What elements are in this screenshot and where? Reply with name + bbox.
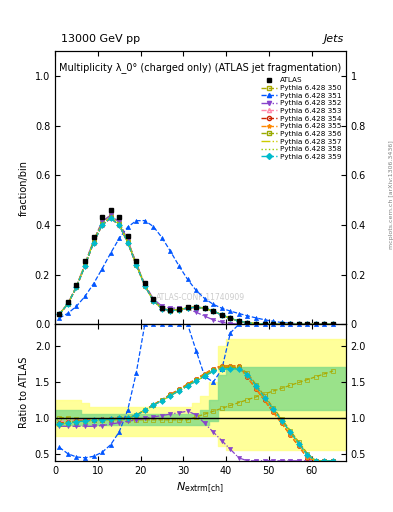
Text: Multiplicity λ_0° (charged only) (ATLAS jet fragmentation): Multiplicity λ_0° (charged only) (ATLAS … (59, 62, 342, 73)
ATLAS (83, 258, 87, 264)
ATLAS (271, 321, 275, 327)
ATLAS (202, 305, 207, 311)
ATLAS (74, 282, 79, 288)
ATLAS (160, 305, 164, 311)
ATLAS (305, 321, 310, 327)
Text: Jets: Jets (323, 34, 344, 44)
ATLAS (322, 321, 327, 327)
X-axis label: $N_{\rm extrm[ch]}$: $N_{\rm extrm[ch]}$ (176, 481, 224, 496)
Text: ATLAS-CONF-11740909: ATLAS-CONF-11740909 (156, 293, 245, 303)
ATLAS (228, 315, 233, 322)
ATLAS (245, 319, 250, 326)
ATLAS (237, 318, 241, 324)
ATLAS (143, 280, 147, 286)
ATLAS (66, 300, 70, 306)
ATLAS (288, 321, 293, 327)
ATLAS (262, 321, 267, 327)
ATLAS (279, 321, 284, 327)
ATLAS (125, 233, 130, 240)
ATLAS (108, 207, 113, 213)
Legend: ATLAS, Pythia 6.428 350, Pythia 6.428 351, Pythia 6.428 352, Pythia 6.428 353, P: ATLAS, Pythia 6.428 350, Pythia 6.428 35… (261, 77, 342, 161)
Text: mcplots.cern.ch [arXiv:1306.3436]: mcplots.cern.ch [arXiv:1306.3436] (389, 140, 393, 249)
ATLAS (194, 304, 198, 310)
ATLAS (100, 215, 105, 221)
ATLAS (134, 258, 139, 264)
ATLAS (185, 305, 190, 311)
ATLAS (91, 233, 96, 240)
ATLAS (331, 321, 335, 327)
ATLAS (177, 306, 182, 312)
ATLAS (314, 321, 318, 327)
ATLAS (117, 214, 121, 220)
ATLAS (253, 321, 258, 327)
ATLAS (151, 296, 156, 302)
Y-axis label: Ratio to ATLAS: Ratio to ATLAS (19, 357, 29, 428)
ATLAS (219, 312, 224, 318)
ATLAS (57, 311, 62, 317)
Y-axis label: fraction/bin: fraction/bin (19, 160, 29, 216)
Line: ATLAS: ATLAS (57, 208, 336, 327)
Text: 13000 GeV pp: 13000 GeV pp (61, 34, 140, 44)
ATLAS (168, 307, 173, 313)
ATLAS (296, 321, 301, 327)
ATLAS (211, 308, 216, 314)
